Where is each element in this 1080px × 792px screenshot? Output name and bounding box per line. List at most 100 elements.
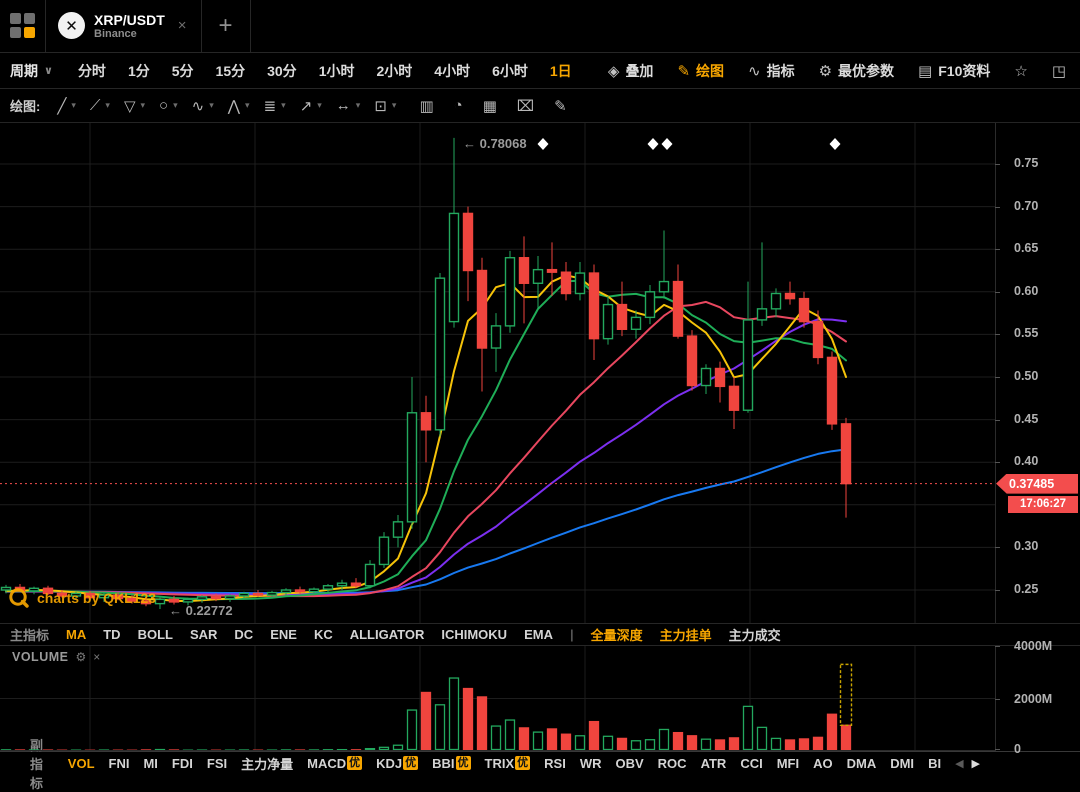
draw-tool-arrow[interactable]: ↗ ▾ xyxy=(300,97,322,115)
optimized-badge: 优 xyxy=(347,756,363,770)
indicator-tab-MA[interactable]: MA xyxy=(66,627,87,642)
sub-indicator-tab-BBI[interactable]: BBI 优 xyxy=(432,755,471,771)
sub-indicator-tab-ROC[interactable]: ROC xyxy=(657,755,687,771)
indicator-tab-主力挂单[interactable]: 主力挂单 xyxy=(659,628,712,643)
period-item-30分[interactable]: 30分 xyxy=(267,62,297,79)
chevron-down-icon[interactable]: ▾ xyxy=(317,100,322,110)
indicator-tab-EMA[interactable]: EMA xyxy=(524,627,553,642)
sub-indicator-tab-KDJ[interactable]: KDJ 优 xyxy=(376,755,419,771)
indicator-tab-SAR[interactable]: SAR xyxy=(189,627,218,642)
sub-indicator-tab-ATR[interactable]: ATR xyxy=(700,755,727,771)
period-item-6小时[interactable]: 6小时 xyxy=(492,62,528,79)
sub-indicator-tab-FSI[interactable]: FSI xyxy=(206,755,228,771)
brush-icon[interactable]: ✎ xyxy=(554,97,567,115)
sub-indicator-tab-FDI[interactable]: FDI xyxy=(171,755,193,771)
chevron-down-icon[interactable]: ▾ xyxy=(355,100,361,110)
indicator-tab-BOLL[interactable]: BOLL xyxy=(137,627,173,642)
indicator-tab-KC[interactable]: KC xyxy=(313,627,333,642)
optimal-params-button[interactable]: ⚙ 最优参数 xyxy=(819,61,894,81)
period-item-2小时[interactable]: 2小时 xyxy=(376,62,413,79)
favorite-button[interactable]: ☆ xyxy=(1014,62,1027,80)
period-item-1分[interactable]: 1分 xyxy=(127,62,150,79)
drawing-action-list: ▥ ◔ ▦ ⌧ ✎ xyxy=(403,97,576,115)
delete-icon[interactable]: ⌧ xyxy=(516,97,535,115)
period-item-分时[interactable]: 分时 xyxy=(77,62,106,79)
period-item-4小时[interactable]: 4小时 xyxy=(434,62,471,79)
indicator-tab-ALLIGATOR[interactable]: ALLIGATOR xyxy=(349,627,425,642)
draw-tool-pattern[interactable]: ⋀ ▾ xyxy=(228,97,250,115)
sub-indicator-tab-DMA[interactable]: DMA xyxy=(846,755,877,771)
sub-indicator-tab-RSI[interactable]: RSI xyxy=(544,755,566,771)
sub-indicator-tab-主力净量[interactable]: 主力净量 xyxy=(241,756,294,772)
sub-indicator-tab-TRIX[interactable]: TRIX 优 xyxy=(484,755,531,771)
scroll-right-icon[interactable]: ▶ xyxy=(971,757,980,770)
period-toolbar: 周期 ∨ 分时 1分 5分 15分 30分 1小时 2小时 4小时 6小时 1日 ◈ 叠加 ✎ 绘图 ∿ 指… xyxy=(0,53,1080,89)
draw-tool-annotation[interactable]: ⊡ ▾ xyxy=(374,97,396,115)
symbol-tab[interactable]: ✕ XRP/USDT Binance × xyxy=(46,12,201,41)
chevron-down-icon[interactable]: ▾ xyxy=(245,100,250,110)
indicator-tab-全量深度[interactable]: 全量深度 xyxy=(590,628,643,643)
indicator-tab-TD[interactable]: TD xyxy=(103,627,121,642)
sub-indicator-tab-MI[interactable]: MI xyxy=(143,755,158,771)
close-icon[interactable]: × xyxy=(93,650,101,664)
sub-indicator-tab-VOL[interactable]: VOL xyxy=(67,755,95,771)
volume-profile-icon[interactable]: ▥ xyxy=(419,97,434,115)
chevron-down-icon[interactable]: ▾ xyxy=(173,100,178,110)
indicator-tab-主力成交[interactable]: 主力成交 xyxy=(728,628,781,643)
indicator-tab-ICHIMOKU[interactable]: ICHIMOKU xyxy=(441,627,508,642)
period-item-1小时[interactable]: 1小时 xyxy=(318,62,355,79)
draw-tool-ellipse[interactable]: ○ ▾ xyxy=(159,97,178,114)
qkl123-logo-icon xyxy=(9,588,29,608)
chevron-down-icon[interactable]: ▾ xyxy=(209,100,214,110)
sub-indicator-tab-MFI[interactable]: MFI xyxy=(776,755,800,771)
chevron-down-icon[interactable]: ▾ xyxy=(105,100,110,110)
draw-tool-segment[interactable]: ⟋ ▾ xyxy=(90,97,110,114)
fullscreen-button[interactable]: ◳ xyxy=(1052,62,1066,80)
gear-icon[interactable]: ⚙ xyxy=(75,650,87,664)
candlestick-chart[interactable]: ← 0.78068 ← 0.22772 xyxy=(0,123,995,623)
sub-indicator-tab-AO[interactable]: AO xyxy=(813,755,833,771)
volume-chart[interactable] xyxy=(0,646,995,751)
sub-indicator-tab-DMI[interactable]: DMI xyxy=(890,755,915,771)
indicator-tab-ENE[interactable]: ENE xyxy=(270,627,297,642)
chevron-down-icon[interactable]: ▾ xyxy=(391,100,397,110)
tab-close-icon[interactable]: × xyxy=(177,17,187,35)
sub-indicator-tab-MACD[interactable]: MACD 优 xyxy=(307,755,363,771)
sub-indicator-tab-WR[interactable]: WR xyxy=(579,755,602,771)
chevron-down-icon[interactable]: ▾ xyxy=(71,100,76,110)
separator: | xyxy=(569,627,574,642)
sub-indicator-tab-OBV[interactable]: OBV xyxy=(615,755,644,771)
indicator-button[interactable]: ∿ 指标 xyxy=(748,61,795,81)
scroll-left-icon[interactable]: ◀ xyxy=(955,757,964,770)
chevron-down-icon[interactable]: ▾ xyxy=(140,100,146,110)
draw-tool-wave[interactable]: ∿ ▾ xyxy=(192,97,214,115)
draw-tool-trend-line[interactable]: ╱ ▾ xyxy=(57,97,76,115)
period-item-15分[interactable]: 15分 xyxy=(215,62,246,79)
chevron-down-icon[interactable]: ∨ xyxy=(44,65,53,77)
session-high-label: ← 0.78068 xyxy=(463,136,527,151)
app-grid-icon[interactable] xyxy=(10,13,36,39)
period-item-5分[interactable]: 5分 xyxy=(171,62,194,79)
axis-tick xyxy=(995,164,1000,165)
sub-indicator-tab-CCI[interactable]: CCI xyxy=(740,755,763,771)
watermark: charts by QKL123 xyxy=(8,587,156,609)
overlay-button[interactable]: ◈ 叠加 xyxy=(608,61,654,81)
sub-indicator-tab-FNI[interactable]: FNI xyxy=(108,755,130,771)
new-tab-button[interactable]: + xyxy=(218,12,233,39)
indicator-label: 指标 xyxy=(766,62,795,79)
draw-button[interactable]: ✎ 绘图 xyxy=(677,61,724,81)
indicator-tab-DC[interactable]: DC xyxy=(234,627,254,642)
period-item-1日[interactable]: 1日 xyxy=(549,62,572,79)
axis-tick xyxy=(995,590,1000,591)
volume-axis-label: 4000M xyxy=(1014,639,1053,653)
period-label[interactable]: 周期 xyxy=(10,62,38,79)
pie-analysis-icon[interactable]: ◔ xyxy=(453,97,463,114)
draw-label: 绘图 xyxy=(696,62,725,79)
draw-tool-gann-lines[interactable]: ≣ ▾ xyxy=(264,97,286,115)
draw-tool-shape[interactable]: ▽ ▾ xyxy=(124,97,145,115)
chevron-down-icon[interactable]: ▾ xyxy=(281,100,286,110)
f10-info-button[interactable]: ▤ F10资料 xyxy=(918,61,990,81)
draw-tool-measure[interactable]: ↔ ▾ xyxy=(336,97,361,114)
sub-indicator-tab-BI[interactable]: BI xyxy=(928,755,942,771)
histogram-icon[interactable]: ▦ xyxy=(482,97,497,115)
